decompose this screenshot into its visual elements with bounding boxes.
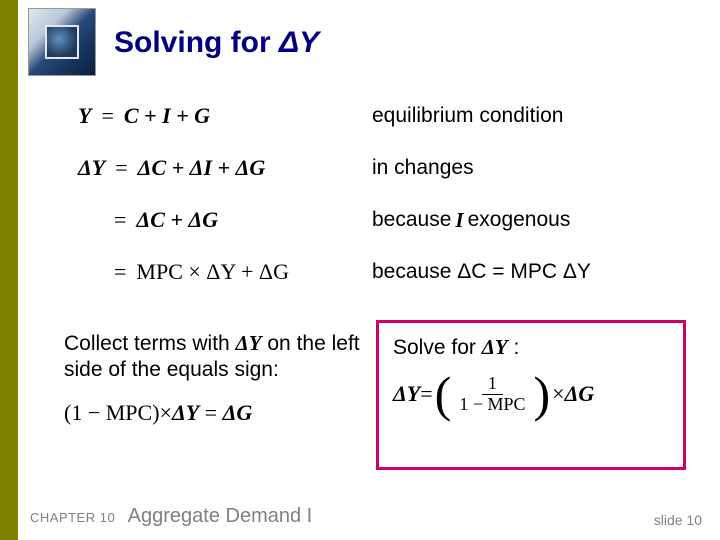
collect-eq-mid: = <box>199 400 222 425</box>
title-text: Solving for <box>114 26 279 59</box>
title-delta: Δ <box>279 26 299 59</box>
chapter-name: Aggregate Demand I <box>128 505 313 527</box>
eq-row-3: = ΔC + ΔG <box>78 194 358 246</box>
frac-num: 1 <box>482 374 503 395</box>
collect-pre: Collect terms with <box>64 332 236 355</box>
collect-equation: (1 − MPC)×ΔY = ΔG <box>64 400 364 426</box>
label-1-text: equilibrium condition <box>372 104 563 128</box>
slide-decor-icon <box>28 8 96 76</box>
eq1-lhs: Y <box>78 103 91 129</box>
label-3: because I exogenous <box>372 194 702 246</box>
eq-row-4: = MPC × ΔY + ΔG <box>78 246 358 298</box>
chapter-number: CHAPTER 10 <box>30 510 115 525</box>
solve-pre: Solve for <box>393 336 482 359</box>
collect-eq-dy: ΔY <box>172 400 199 425</box>
eq-row-2: ΔY = ΔC + ΔI + ΔG <box>78 142 358 194</box>
eq3-rhs: ΔC + ΔG <box>136 207 218 233</box>
solve-eqsign: = <box>420 381 432 407</box>
footer: CHAPTER 10 Aggregate Demand I <box>30 505 312 528</box>
eq-row-1: Y = C + I + G <box>78 90 358 142</box>
collect-eq-open: (1 − MPC)× <box>64 400 172 425</box>
solve-post: : <box>508 336 520 359</box>
eq2-lhs: ΔY <box>78 155 105 181</box>
eq1-rhs: C + I + G <box>124 103 210 129</box>
collect-section: Collect terms with ΔY on the left side o… <box>64 330 364 426</box>
title-var: Y <box>299 26 319 59</box>
eq4-rhs: MPC × ΔY + ΔG <box>136 259 289 285</box>
slide-title: Solving for ΔY <box>114 26 319 60</box>
collect-dy: ΔY <box>236 331 262 355</box>
eq-equals: = <box>91 103 123 129</box>
slide-decor-inner <box>45 25 79 59</box>
solve-rhs: ΔG <box>565 381 595 407</box>
label-2: in changes <box>372 142 702 194</box>
label-4: because ΔC = MPC ΔY <box>372 246 702 298</box>
solve-times: × <box>552 381 564 407</box>
eq-equals: = <box>105 155 137 181</box>
paren-open: ( <box>433 382 454 407</box>
slide-number: slide 10 <box>654 512 702 528</box>
left-accent-stripe <box>0 0 18 540</box>
eq2-rhs: ΔC + ΔI + ΔG <box>138 155 266 181</box>
solve-title: Solve for ΔY : <box>393 335 669 360</box>
solve-equation: ΔY = ( 1 1 − MPC ) × ΔG <box>393 374 669 415</box>
solve-lhs: ΔY <box>393 381 420 407</box>
eq-equals: = <box>104 207 136 233</box>
label-2-text: in changes <box>372 156 474 180</box>
label-4-text: because ΔC = MPC ΔY <box>372 260 591 284</box>
solve-dy: ΔY <box>482 335 508 359</box>
eq-equals: = <box>104 259 136 285</box>
label-3-pre: because <box>372 208 451 232</box>
label-3-post: exogenous <box>468 208 571 232</box>
label-3-ital: I <box>451 208 467 233</box>
paren-close: ) <box>532 382 553 407</box>
label-1: equilibrium condition <box>372 90 702 142</box>
label-column: equilibrium condition in changes because… <box>372 90 702 298</box>
collect-eq-rhs: ΔG <box>223 400 253 425</box>
collect-instruction: Collect terms with ΔY on the left side o… <box>64 330 364 384</box>
equation-column: Y = C + I + G ΔY = ΔC + ΔI + ΔG = ΔC + Δ… <box>78 90 358 298</box>
frac-den: 1 − MPC <box>453 395 531 415</box>
fraction: 1 1 − MPC <box>453 374 531 415</box>
solve-box: Solve for ΔY : ΔY = ( 1 1 − MPC ) × ΔG <box>376 320 686 470</box>
